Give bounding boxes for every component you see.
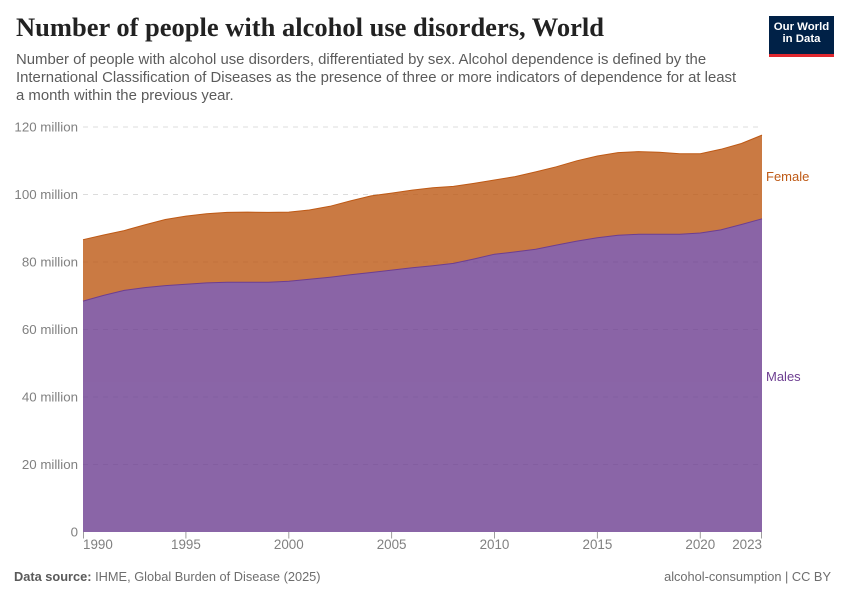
svg-text:2020: 2020 <box>685 537 715 552</box>
svg-text:60 million: 60 million <box>22 322 78 337</box>
svg-text:120 million: 120 million <box>14 120 78 135</box>
svg-text:80 million: 80 million <box>22 255 78 270</box>
svg-text:2010: 2010 <box>480 537 510 552</box>
svg-text:2000: 2000 <box>274 537 304 552</box>
svg-text:1990: 1990 <box>83 537 113 552</box>
svg-text:1995: 1995 <box>171 537 201 552</box>
svg-text:40 million: 40 million <box>22 390 78 405</box>
svg-text:Female: Female <box>766 169 809 184</box>
svg-text:0: 0 <box>71 525 78 540</box>
svg-text:2005: 2005 <box>377 537 407 552</box>
svg-text:20 million: 20 million <box>22 457 78 472</box>
svg-text:2015: 2015 <box>583 537 613 552</box>
svg-text:2023: 2023 <box>732 537 762 552</box>
svg-text:100 million: 100 million <box>14 187 78 202</box>
svg-text:Males: Males <box>766 369 801 384</box>
